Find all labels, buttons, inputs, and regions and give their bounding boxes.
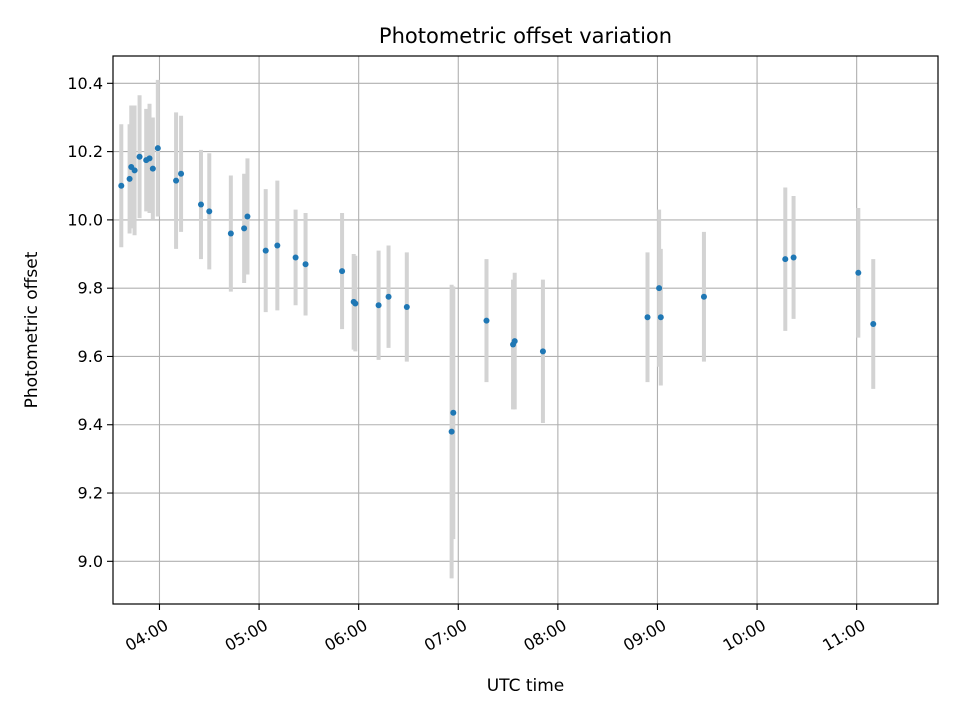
x-ticks: 04:00 05:00 06:00 07:00 08:00 09:00 10:00 11:00 — [122, 604, 869, 655]
data-point — [126, 175, 133, 182]
data-point — [352, 300, 359, 307]
data-point — [136, 153, 143, 160]
data-points — [118, 145, 877, 435]
y-tick-label: 9.0 — [78, 552, 103, 571]
x-tick-label: 11:00 — [819, 615, 868, 655]
data-point — [206, 208, 213, 215]
data-point — [118, 182, 125, 189]
data-point — [146, 155, 153, 162]
data-point — [241, 225, 248, 232]
data-point — [855, 269, 862, 276]
data-point — [149, 165, 156, 172]
data-point — [227, 230, 234, 237]
y-tick-label: 9.6 — [78, 347, 103, 366]
data-point — [511, 338, 518, 345]
y-tick-label: 10.2 — [67, 142, 103, 161]
y-tick-label: 9.4 — [78, 415, 103, 434]
data-point — [483, 317, 490, 324]
data-point — [262, 247, 269, 254]
x-tick-label: 06:00 — [321, 615, 370, 655]
data-point — [782, 256, 789, 263]
data-point — [274, 242, 281, 249]
x-tick-label: 07:00 — [421, 615, 470, 655]
data-point — [197, 201, 204, 208]
chart-title: Photometric offset variation — [379, 24, 672, 48]
x-tick-label: 04:00 — [122, 615, 171, 655]
x-tick-label: 08:00 — [520, 615, 569, 655]
data-point — [539, 348, 546, 355]
data-point — [244, 213, 251, 220]
data-point — [700, 293, 707, 300]
x-tick-label: 05:00 — [222, 615, 271, 655]
data-point — [385, 293, 392, 300]
data-point — [870, 321, 877, 328]
y-tick-label: 9.8 — [78, 279, 103, 298]
data-point — [450, 409, 457, 416]
data-point — [302, 261, 309, 268]
data-point — [448, 428, 455, 435]
data-point — [154, 145, 161, 152]
y-tick-label: 9.2 — [78, 484, 103, 503]
data-point — [178, 170, 185, 177]
y-axis-label: Photometric offset — [22, 251, 42, 408]
data-point — [131, 167, 138, 174]
y-tick-label: 10.0 — [67, 210, 103, 229]
data-point — [657, 314, 664, 321]
data-point — [292, 254, 299, 261]
data-point — [644, 314, 651, 321]
data-point — [403, 303, 410, 310]
x-tick-label: 10:00 — [720, 615, 769, 655]
errorbars — [119, 79, 876, 579]
data-point — [375, 302, 382, 309]
x-axis-label: UTC time — [487, 676, 565, 696]
y-tick-label: 10.4 — [67, 74, 103, 93]
x-tick-label: 09:00 — [620, 615, 669, 655]
data-point — [173, 177, 180, 184]
axes-frame — [112, 55, 939, 605]
data-point — [339, 268, 346, 275]
data-point — [790, 254, 797, 261]
data-point — [656, 285, 663, 292]
y-ticks: 9.0 9.2 9.4 9.6 9.8 10.0 10.2 10.4 — [67, 74, 113, 571]
grid — [113, 56, 938, 604]
